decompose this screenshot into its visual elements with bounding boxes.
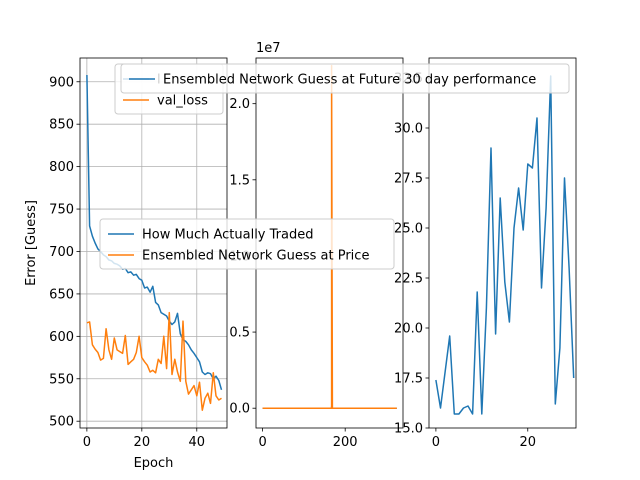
legend-label: Ensembled Network Guess at Price — [142, 249, 369, 264]
subplot-3 — [425, 57, 577, 432]
x-tick-label: 20 — [134, 435, 151, 450]
x-tick-label: 0 — [258, 435, 266, 450]
y-tick-label: 17.5 — [394, 372, 423, 387]
legend-subplot-3-box — [120, 63, 570, 94]
y-tick-label: 800 — [49, 160, 74, 175]
legend-subplot-3: Ensembled Network Guess at Future 30 day… — [120, 63, 570, 94]
y-tick-label: 900 — [49, 75, 74, 90]
x-tick-label: 200 — [333, 435, 358, 450]
y-tick-label: 2.0 — [229, 97, 250, 112]
y-tick-label: 600 — [49, 330, 74, 345]
y-tick-label: 20.0 — [394, 322, 423, 337]
y-tick-label: 850 — [49, 118, 74, 133]
y-tick-label: 27.5 — [394, 172, 423, 187]
legend-subplot-2: How Much Actually Traded Ensembled Networ… — [99, 218, 395, 270]
y-tick-label: 750 — [49, 203, 74, 218]
y-tick-label: 15.0 — [394, 422, 423, 437]
series-line-ensembled-network-guess-at-future-30-day-performance — [435, 75, 575, 415]
legend-subplot-2-box — [99, 218, 395, 270]
y-tick-label: 25.0 — [394, 222, 423, 237]
y-tick-label: 30.0 — [394, 122, 423, 137]
series-line-val-loss — [86, 311, 222, 411]
y-tick-label: 22.5 — [394, 272, 423, 287]
legend-label: val_loss — [157, 94, 208, 109]
x-tick-label: 40 — [189, 435, 206, 450]
y-tick-label: 0.5 — [229, 326, 250, 341]
x-tick-label: 0 — [83, 435, 91, 450]
subplot-1 — [76, 57, 228, 432]
y-tick-label: 1.5 — [229, 173, 250, 188]
axis-offset-text: 1e7 — [256, 41, 281, 56]
x-axis-label: Epoch — [134, 456, 174, 471]
legend-label: Ensembled Network Guess at Future 30 day… — [163, 73, 536, 88]
y-tick-label: 650 — [49, 287, 74, 302]
legend-label: How Much Actually Traded — [142, 228, 313, 243]
x-tick-label: 0 — [432, 435, 440, 450]
y-tick-label: 500 — [49, 415, 74, 430]
axes-frame — [428, 57, 577, 429]
y-tick-label: 0.0 — [229, 402, 250, 417]
x-tick-label: 20 — [519, 435, 536, 450]
y-tick-label: 700 — [49, 245, 74, 260]
y-axis-label: Error [Guess] — [24, 200, 39, 286]
y-tick-label: 550 — [49, 372, 74, 387]
